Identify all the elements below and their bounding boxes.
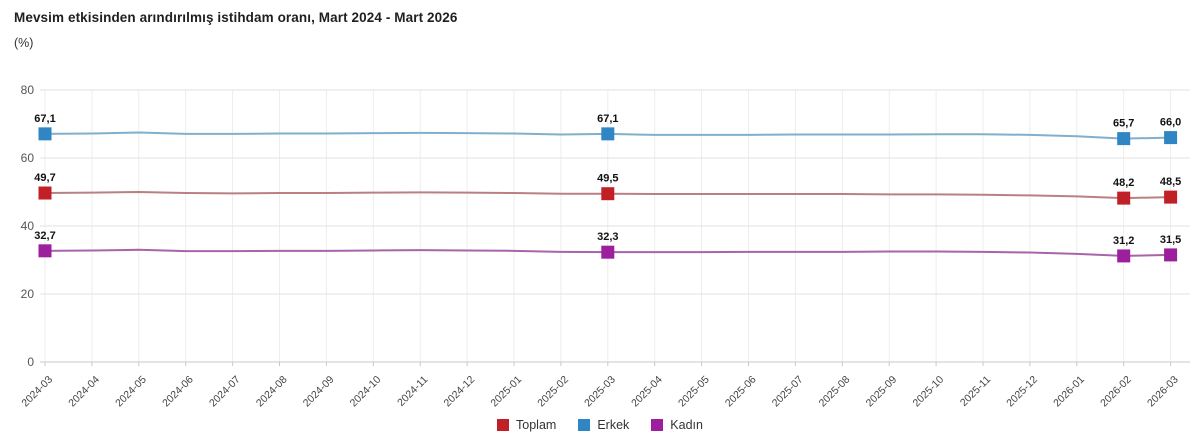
y-axis-tick-label: 0 [27,355,34,369]
series-marker-erkek [1117,132,1131,146]
y-axis-tick-label: 60 [21,151,35,165]
legend-swatch-icon [651,419,664,431]
legend-label: Erkek [597,418,630,432]
legend-label: Kadın [670,418,703,432]
x-axis-tick-label: 2024-06 [160,374,196,410]
data-label-toplam: 48,5 [1160,176,1181,188]
legend-swatch-icon [578,419,591,431]
line-chart-canvas: 0 20 40 60 80 2024-03 2024-04 2024-05 2024-06 202… [19,83,1190,410]
y-axis-tick-label: 80 [21,83,35,97]
x-axis-tick-label: 2025-08 [817,374,853,410]
legend-item-kadın[interactable]: Kadın [651,418,703,432]
chart-title: Mevsim etkisinden arındırılmış istihdam … [14,10,458,25]
legend-item-erkek[interactable]: Erkek [578,418,629,432]
x-axis-tick-label: 2026-01 [1051,374,1087,410]
x-axis-tick-label: 2025-01 [488,374,524,410]
data-label-erkek: 67,1 [34,113,55,125]
series-marker-kadın [1117,249,1131,263]
x-axis-tick-label: 2025-12 [1004,374,1040,410]
data-label-erkek: 66,0 [1160,117,1181,129]
series-marker-erkek [1164,131,1178,145]
x-axis-tick-label: 2025-11 [958,374,993,409]
x-axis-tick-label: 2024-08 [254,374,290,410]
series-marker-kadın [1164,248,1178,262]
data-label-toplam: 49,7 [34,172,55,184]
x-axis-tick-label: 2025-04 [629,374,665,410]
x-axis-tick-label: 2025-07 [770,374,806,410]
x-axis-tick-label: 2025-10 [910,374,946,410]
chart-unit-label: (%) [14,36,34,50]
x-axis-tick-label: 2025-02 [535,374,571,410]
series-marker-toplam [1164,190,1178,204]
series-marker-erkek [38,127,52,141]
x-axis-tick-label: 2024-04 [66,374,102,410]
series-marker-toplam [1117,191,1131,205]
data-label-toplam: 49,5 [597,173,618,185]
x-axis-tick-label: 2025-05 [676,374,712,410]
legend-item-toplam[interactable]: Toplam [497,418,556,432]
x-axis-tick-label: 2024-11 [395,374,430,409]
x-axis-tick-label: 2026-02 [1098,374,1134,410]
x-axis-tick-label: 2024-07 [207,374,243,410]
chart-legend: Toplam Erkek Kadın [0,418,1200,432]
data-label-kadın: 32,3 [597,231,618,243]
series-marker-toplam [38,186,52,200]
x-axis-tick-label: 2024-09 [301,374,337,410]
x-axis-tick-label: 2025-09 [864,374,900,410]
data-label-kadın: 31,5 [1160,234,1181,246]
series-marker-kadın [38,244,52,258]
data-label-toplam: 48,2 [1113,177,1134,189]
series-marker-kadın [601,245,615,259]
y-axis-tick-label: 20 [21,287,35,301]
x-axis-tick-label: 2024-12 [441,374,477,410]
data-label-kadın: 31,2 [1113,235,1134,247]
data-label-erkek: 67,1 [597,113,618,125]
series-marker-erkek [601,127,615,141]
x-axis-tick-label: 2024-05 [113,374,149,410]
y-axis-tick-label: 40 [21,219,35,233]
data-label-kadın: 32,7 [34,230,55,242]
x-axis-tick-label: 2025-03 [582,374,618,410]
series-marker-toplam [601,187,615,201]
x-axis-tick-label: 2025-06 [723,374,759,410]
x-axis-tick-label: 2024-10 [348,374,384,410]
data-label-erkek: 65,7 [1113,118,1134,130]
legend-swatch-icon [497,419,510,431]
x-axis-tick-label: 2024-03 [19,374,55,410]
x-axis-tick-label: 2026-03 [1145,374,1181,410]
legend-label: Toplam [516,418,557,432]
